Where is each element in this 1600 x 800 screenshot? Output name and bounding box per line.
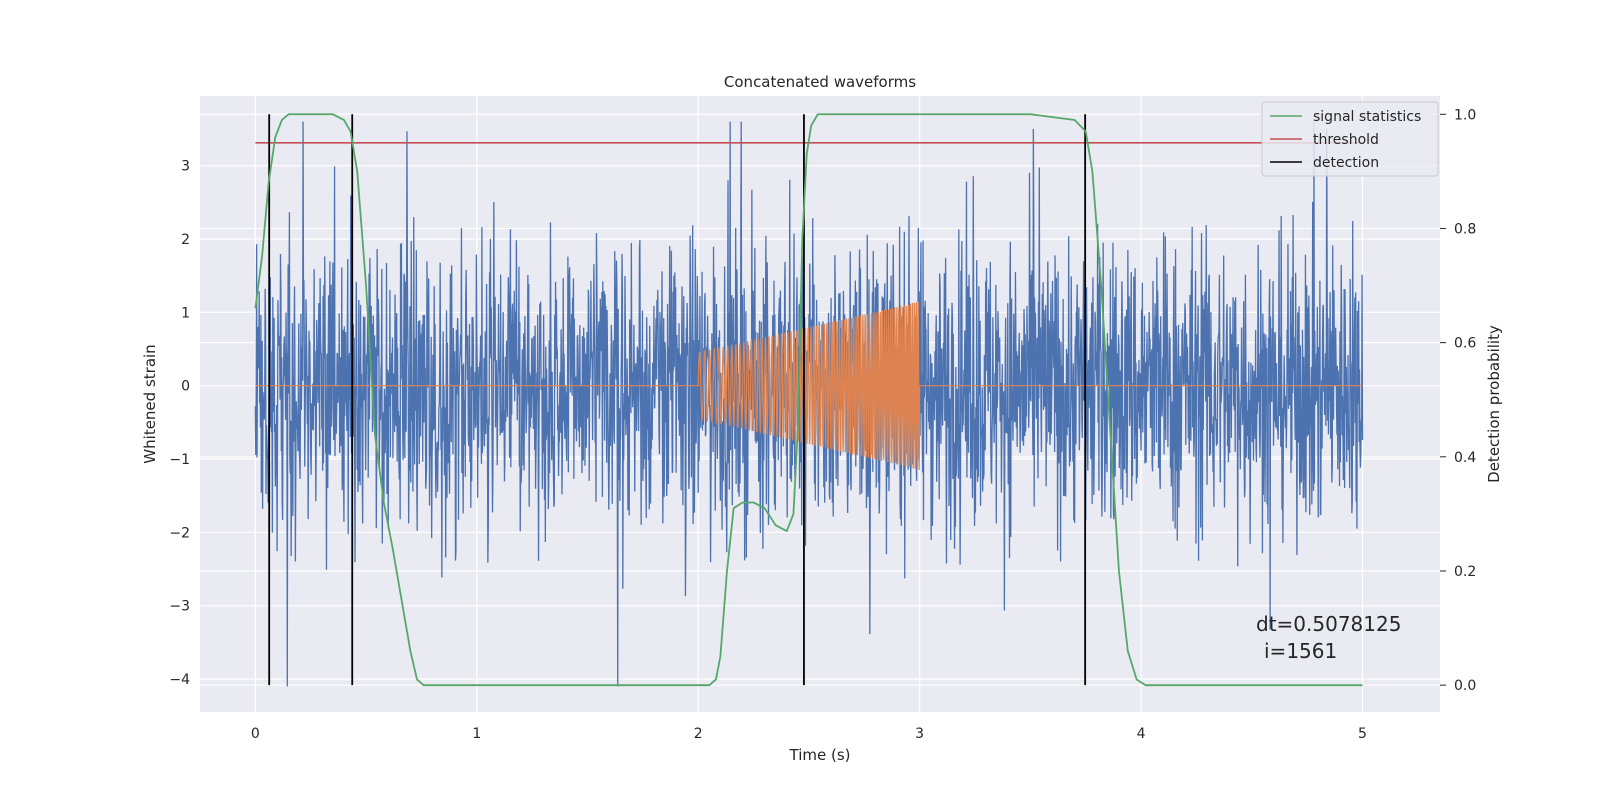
- y-axis-label: Whitened strain: [141, 344, 159, 463]
- legend-label-threshold: threshold: [1313, 132, 1379, 148]
- y-tick-label: 3: [181, 159, 190, 175]
- legend-label-signal-statistics: signal statistics: [1313, 109, 1421, 125]
- signal-statistics-line: [254, 113, 1363, 687]
- x-tick-label: 4: [1137, 726, 1146, 742]
- plot-marks: [254, 113, 1364, 687]
- y-tick-label: −2: [169, 525, 190, 541]
- x-tick-label: 0: [251, 726, 260, 742]
- y-tick-label: 2: [181, 232, 190, 248]
- x-tick-label: 5: [1358, 726, 1367, 742]
- legend-box: [1261, 101, 1439, 177]
- y-tick-label: −3: [169, 599, 190, 615]
- y-right-tick-label: 0.0: [1454, 678, 1476, 694]
- annotation-i: i=1561: [1264, 639, 1337, 663]
- x-tick-label: 2: [694, 726, 703, 742]
- y-right-tick-label: 0.4: [1454, 450, 1476, 466]
- y-tick-label: 1: [181, 305, 190, 321]
- template-series-line: [255, 301, 1363, 470]
- y-tick-label: 0: [181, 379, 190, 395]
- legend: signal statistics threshold detection: [1261, 101, 1439, 177]
- y-right-tick-label: 1.0: [1454, 107, 1476, 123]
- x-tick-label: 3: [915, 726, 924, 742]
- y-right-tick-label: 0.8: [1454, 221, 1476, 237]
- y-axis-right: 0.0 0.2 0.4 0.6 0.8 1.0: [1440, 107, 1476, 694]
- x-axis-label: Time (s): [789, 746, 851, 764]
- y-tick-label: −4: [169, 672, 190, 688]
- y-axis-right-label: Detection probability: [1485, 325, 1503, 483]
- y-tick-label: −1: [169, 452, 190, 468]
- annotation-dt: dt=0.5078125: [1256, 612, 1401, 636]
- strain-series-line: [254, 121, 1364, 687]
- chart-title: Concatenated waveforms: [724, 73, 916, 91]
- y-axis-left: −4 −3 −2 −1 0 1 2 3: [169, 159, 190, 688]
- grid: [200, 96, 1440, 712]
- x-axis: 0 1 2 3 4 5: [251, 726, 1367, 742]
- y-right-tick-label: 0.2: [1454, 564, 1476, 580]
- y-right-tick-label: 0.6: [1454, 336, 1476, 352]
- x-tick-label: 1: [472, 726, 481, 742]
- legend-label-detection: detection: [1313, 155, 1379, 171]
